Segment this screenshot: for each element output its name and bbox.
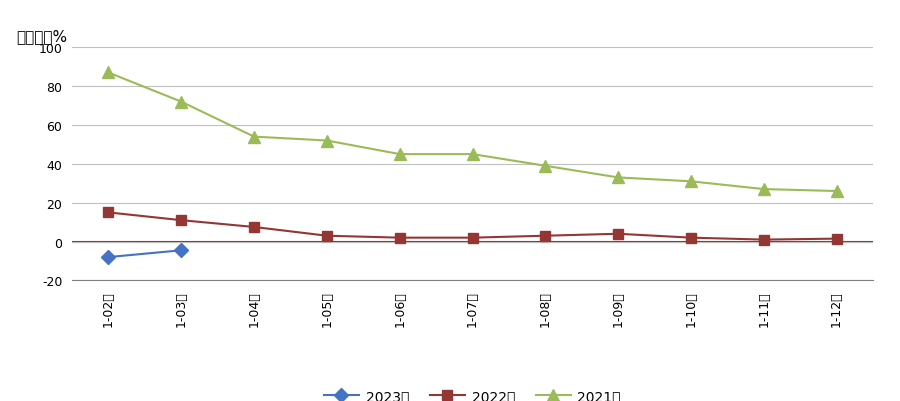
2022年 bbox=[467, 236, 478, 241]
2022年 bbox=[176, 218, 186, 223]
2021年 bbox=[759, 187, 769, 192]
2022年 bbox=[759, 237, 769, 242]
Line: 2022年: 2022年 bbox=[104, 208, 842, 245]
2021年 bbox=[103, 71, 113, 76]
2021年 bbox=[248, 135, 259, 140]
2021年 bbox=[467, 152, 478, 157]
2022年 bbox=[394, 236, 405, 241]
Line: 2023年: 2023年 bbox=[104, 246, 186, 262]
Text: 同比增速%: 同比增速% bbox=[16, 30, 68, 45]
2021年 bbox=[613, 176, 624, 180]
2021年 bbox=[176, 100, 186, 105]
2022年 bbox=[832, 237, 842, 241]
2021年 bbox=[686, 180, 697, 184]
2022年 bbox=[686, 236, 697, 241]
2021年 bbox=[394, 152, 405, 157]
2021年 bbox=[832, 189, 842, 194]
Legend: 2023年, 2022年, 2021年: 2023年, 2022年, 2021年 bbox=[319, 384, 626, 401]
2022年 bbox=[248, 225, 259, 230]
2023年 bbox=[103, 255, 113, 260]
2021年 bbox=[321, 139, 332, 144]
Line: 2021年: 2021年 bbox=[103, 68, 842, 197]
2022年 bbox=[103, 211, 113, 215]
2023年 bbox=[176, 248, 186, 253]
2022年 bbox=[540, 234, 551, 239]
2022年 bbox=[321, 234, 332, 239]
2022年 bbox=[613, 232, 624, 237]
2021年 bbox=[540, 164, 551, 169]
